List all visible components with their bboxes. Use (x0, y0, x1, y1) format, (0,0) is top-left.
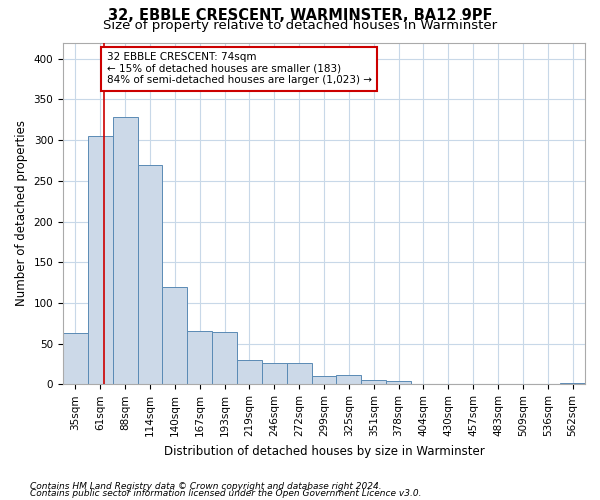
Bar (262, 363, 287, 384)
Text: Contains HM Land Registry data © Crown copyright and database right 2024.: Contains HM Land Registry data © Crown c… (30, 482, 382, 491)
Bar (113, 118, 137, 384)
Y-axis label: Number of detached properties: Number of detached properties (15, 120, 28, 306)
Bar (237, 360, 262, 384)
Bar (287, 363, 311, 384)
Bar (337, 376, 361, 384)
Text: 32 EBBLE CRESCENT: 74sqm
← 15% of detached houses are smaller (183)
84% of semi-: 32 EBBLE CRESCENT: 74sqm ← 15% of detach… (107, 52, 371, 86)
Bar (361, 380, 386, 384)
Bar (386, 381, 411, 384)
Bar (63, 333, 88, 384)
Bar (163, 286, 187, 384)
X-axis label: Distribution of detached houses by size in Warminster: Distribution of detached houses by size … (164, 444, 484, 458)
Bar (137, 164, 163, 384)
Text: 32, EBBLE CRESCENT, WARMINSTER, BA12 9PF: 32, EBBLE CRESCENT, WARMINSTER, BA12 9PF (108, 8, 492, 22)
Bar (187, 332, 212, 384)
Text: Contains public sector information licensed under the Open Government Licence v3: Contains public sector information licen… (30, 489, 421, 498)
Bar (311, 376, 337, 384)
Bar (560, 382, 585, 384)
Bar (212, 332, 237, 384)
Text: Size of property relative to detached houses in Warminster: Size of property relative to detached ho… (103, 19, 497, 32)
Bar (88, 136, 113, 384)
